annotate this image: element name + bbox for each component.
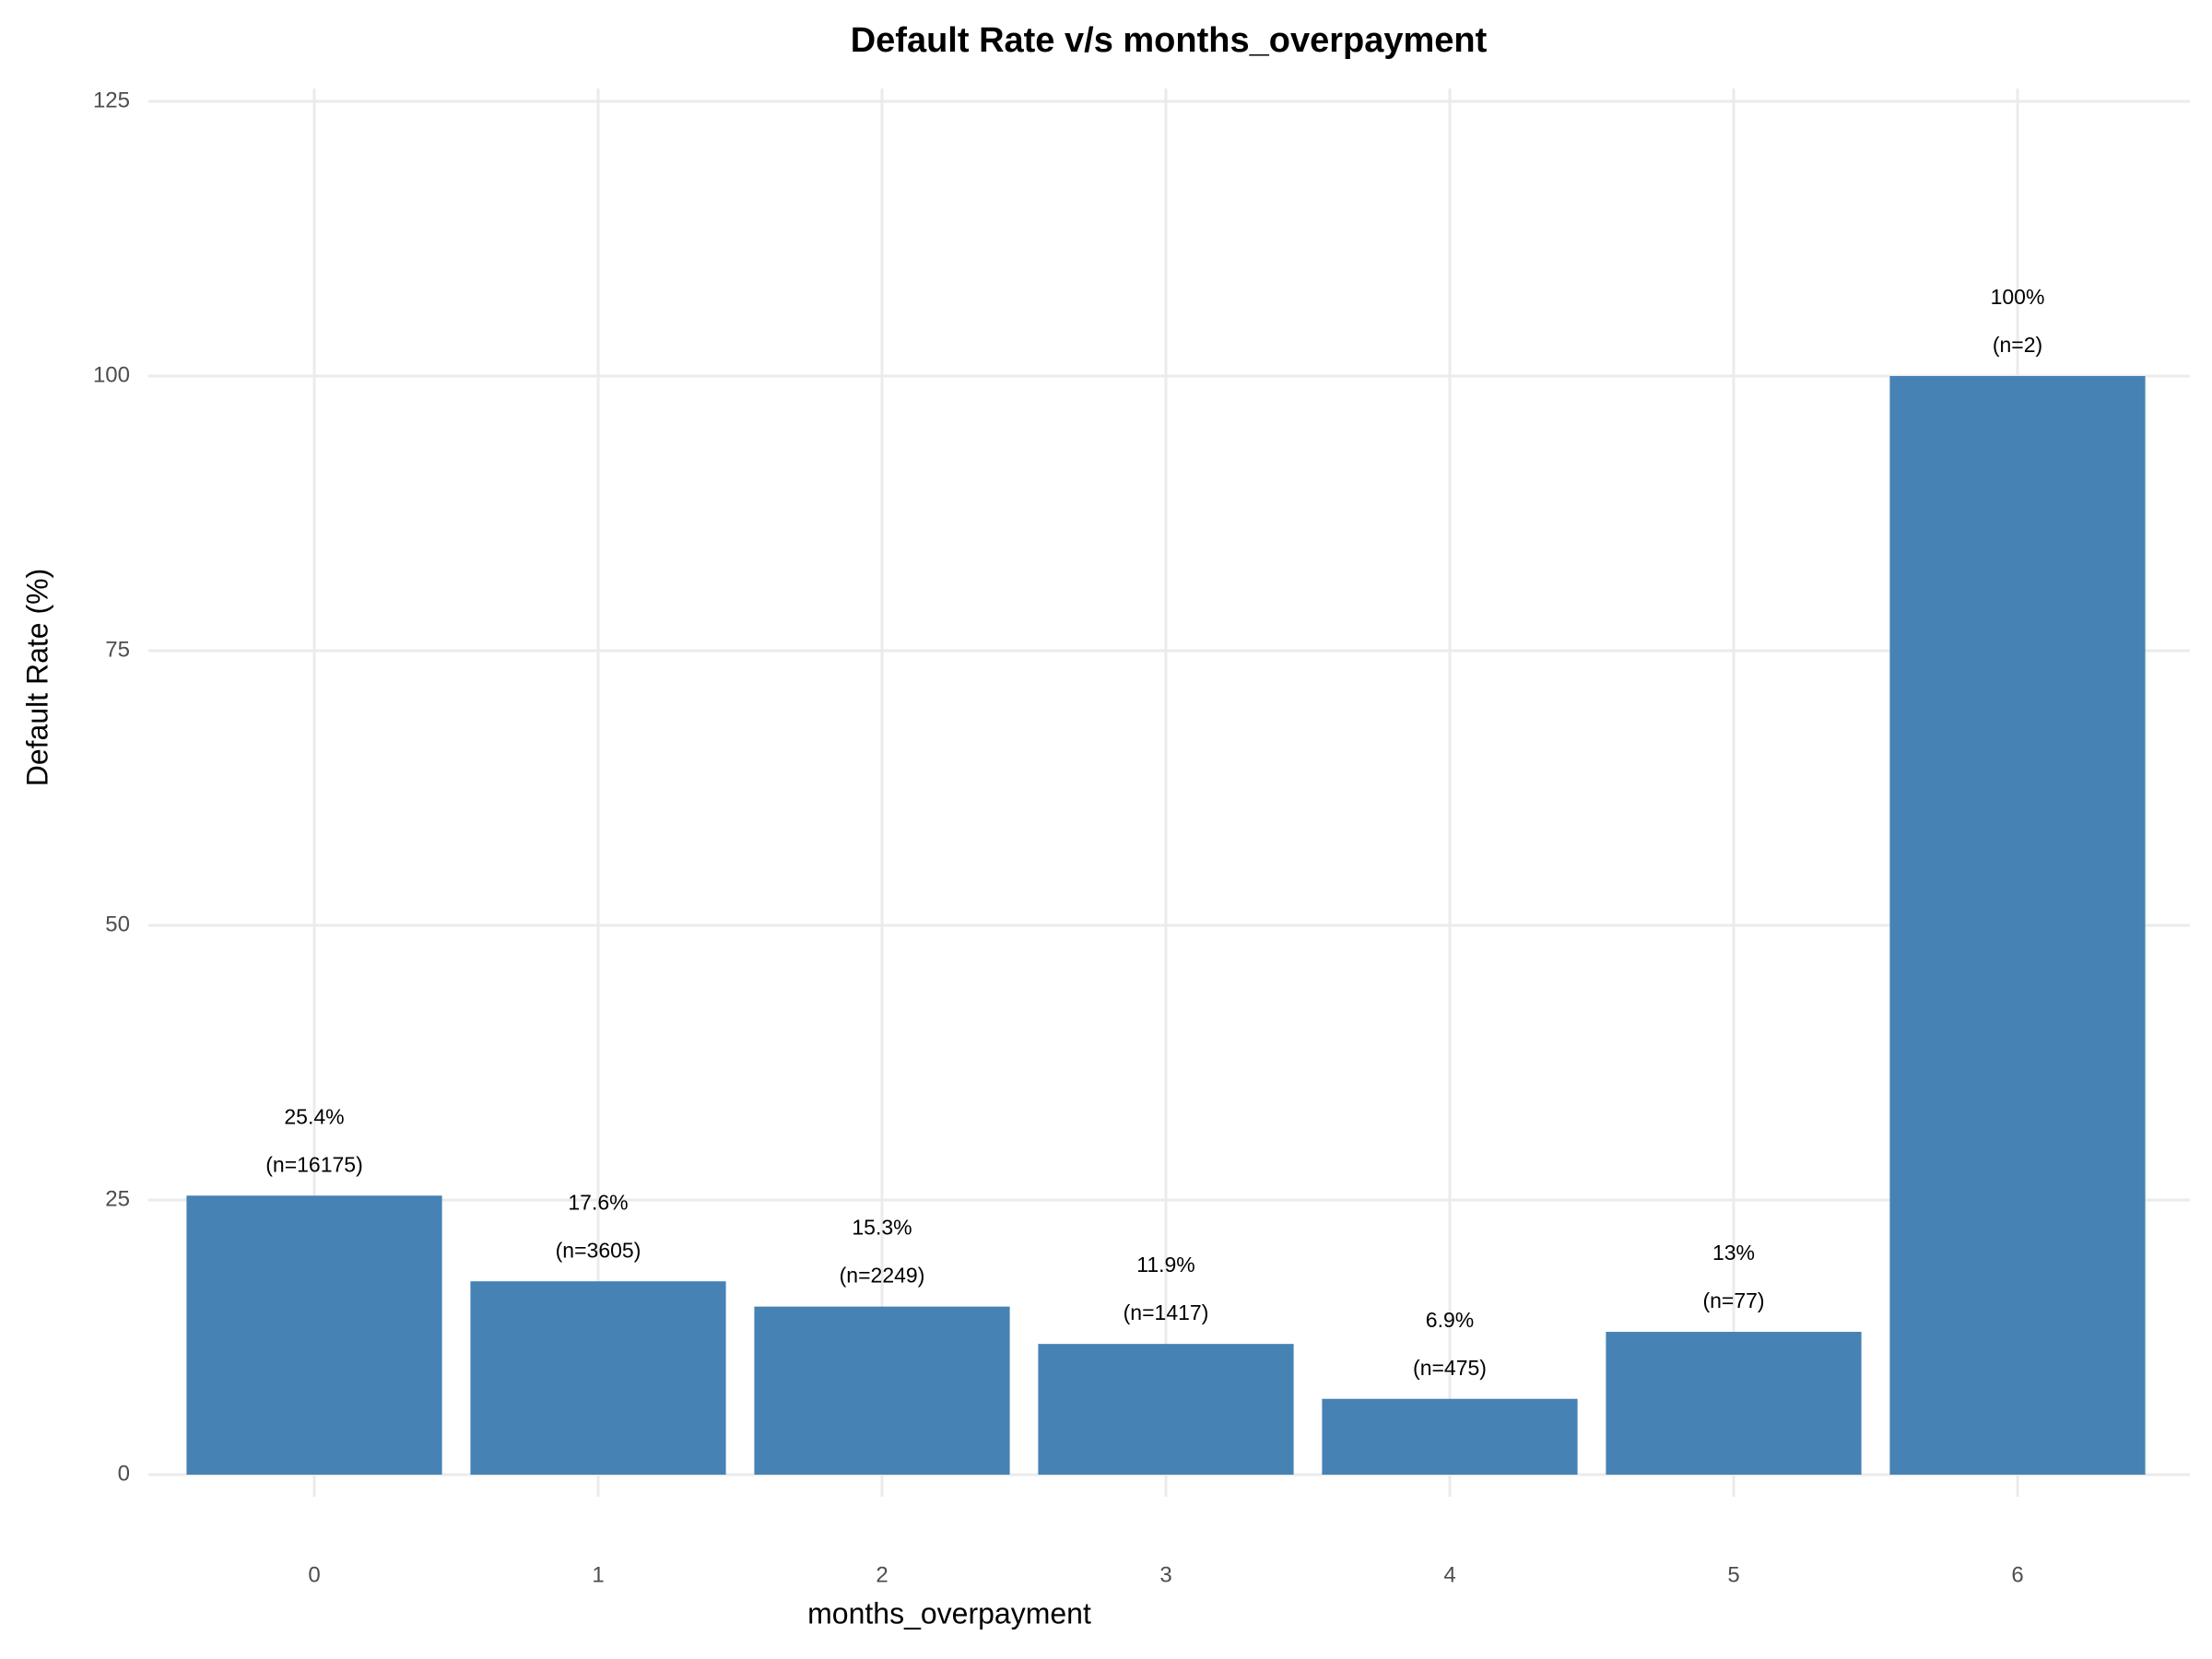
y-tick-label: 75 [105,637,130,662]
value-label: 11.9% [1136,1253,1195,1277]
x-tick-label: 1 [592,1562,604,1587]
count-label: (n=475) [1413,1356,1487,1380]
y-tick-label: 125 [93,88,130,112]
bar [1606,1332,1862,1475]
value-label: 17.6% [568,1190,628,1214]
x-tick-label: 3 [1159,1562,1171,1587]
x-tick-label: 4 [1443,1562,1455,1587]
y-tick-label: 100 [93,362,130,387]
count-label: (n=16175) [265,1152,363,1176]
bar [1889,376,2146,1475]
x-axis-title: months_overpayment [807,1596,1091,1630]
y-axis-title: Default Rate (%) [20,569,53,787]
x-tick-label: 0 [308,1562,320,1587]
value-label: 6.9% [1426,1308,1474,1332]
x-tick-label: 5 [1727,1562,1739,1587]
value-label: 15.3% [852,1216,912,1240]
count-label: (n=2) [1993,333,2042,357]
bar [1038,1344,1294,1475]
count-label: (n=3605) [556,1238,641,1262]
count-label: (n=77) [1702,1288,1764,1312]
value-label: 25.4% [284,1104,344,1128]
count-label: (n=2249) [840,1264,925,1288]
x-tick-label: 6 [2011,1562,2023,1587]
y-tick-label: 50 [105,912,130,936]
x-tick-label: 2 [876,1562,888,1587]
y-tick-label: 0 [118,1461,130,1486]
value-label: 100% [1991,285,2045,309]
value-label: 13% [1712,1241,1755,1265]
bar [186,1195,442,1475]
y-tick-label: 25 [105,1186,130,1211]
bar [1322,1398,1578,1475]
count-label: (n=1417) [1124,1300,1209,1324]
bar [470,1281,726,1475]
chart-title: Default Rate v/s months_overpayment [851,21,1488,60]
bar [754,1306,1010,1475]
